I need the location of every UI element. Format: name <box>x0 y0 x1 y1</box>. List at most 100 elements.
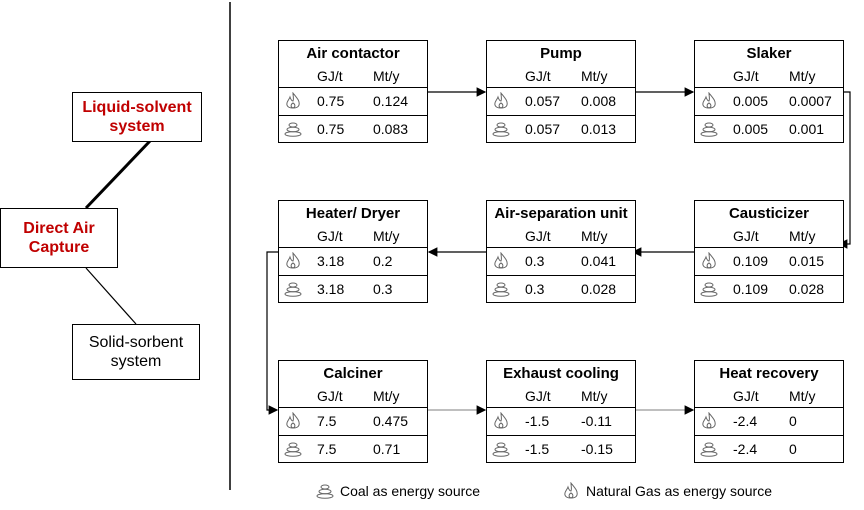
energy: 0.005 <box>733 121 769 137</box>
energy: -1.5 <box>525 441 550 457</box>
gas-row: 3.18 0.2 <box>279 248 427 276</box>
process-title: Air-separation unit <box>494 205 628 222</box>
energy: 0.3 <box>525 281 545 297</box>
process-title: Causticizer <box>728 205 810 222</box>
header-row: GJ/t Mt/y <box>487 65 635 88</box>
coal-row: 7.5 0.71 <box>279 436 427 463</box>
tree-node: Solid-sorbent system <box>72 324 200 380</box>
gas-row: 0.75 0.124 <box>279 88 427 116</box>
coal-row: 0.057 0.013 <box>487 116 635 143</box>
unit: GJ/t <box>525 388 551 404</box>
energy: 0.057 <box>525 121 561 137</box>
emission: 0.013 <box>581 121 617 137</box>
emission: 0.3 <box>373 281 393 297</box>
unit: Mt/y <box>789 68 816 84</box>
coal-icon <box>284 442 302 457</box>
header-row: GJ/t Mt/y <box>695 225 843 248</box>
gas-row: 0.057 0.008 <box>487 88 635 116</box>
gas-icon <box>702 92 716 109</box>
legend-item: Coal as energy source <box>316 483 480 499</box>
energy: 7.5 <box>317 413 337 429</box>
unit: Mt/y <box>373 68 400 84</box>
emission: 0.015 <box>789 253 825 269</box>
unit: GJ/t <box>525 68 551 84</box>
energy: 3.18 <box>317 253 345 269</box>
unit: Mt/y <box>373 388 400 404</box>
unit: Mt/y <box>789 228 816 244</box>
unit: Mt/y <box>373 228 400 244</box>
emission: 0.041 <box>581 253 617 269</box>
coal-row: -1.5 -0.15 <box>487 436 635 463</box>
unit: GJ/t <box>733 228 759 244</box>
coal-row: 0.109 0.028 <box>695 276 843 303</box>
tree-link <box>85 267 137 325</box>
gas-row: 0.3 0.041 <box>487 248 635 276</box>
energy: -2.4 <box>733 413 758 429</box>
header-row: GJ/t Mt/y <box>487 385 635 408</box>
gas-icon <box>286 412 300 429</box>
gas-row: 0.005 0.0007 <box>695 88 843 116</box>
coal-row: 3.18 0.3 <box>279 276 427 303</box>
energy: 0.75 <box>317 121 345 137</box>
process-title: Air contactor <box>306 45 400 62</box>
coal-icon <box>700 122 718 137</box>
gas-row: -1.5 -0.11 <box>487 408 635 436</box>
emission: 0.0007 <box>789 93 832 109</box>
unit: GJ/t <box>317 388 343 404</box>
coal-icon <box>316 484 334 499</box>
flow-arrows <box>266 87 851 415</box>
gas-icon <box>702 252 716 269</box>
coal-row: 0.3 0.028 <box>487 276 635 303</box>
gas-icon <box>564 482 578 499</box>
tree-link <box>84 139 152 210</box>
coal-icon <box>284 282 302 297</box>
unit: Mt/y <box>789 388 816 404</box>
energy: 3.18 <box>317 281 345 297</box>
gas-icon <box>494 92 508 109</box>
coal-icon <box>492 122 510 137</box>
coal-icon <box>492 442 510 457</box>
emission: 0 <box>789 441 797 457</box>
legend-item: Natural Gas as energy source <box>562 482 772 500</box>
process-box: Pump GJ/t Mt/y 0.057 0.008 0.057 0.013 <box>486 40 636 143</box>
process-title: Slaker <box>746 45 792 62</box>
header-row: GJ/t Mt/y <box>695 385 843 408</box>
gas-icon <box>286 252 300 269</box>
header-row: GJ/t Mt/y <box>279 65 427 88</box>
gas-icon <box>494 412 508 429</box>
gas-row: 7.5 0.475 <box>279 408 427 436</box>
header-row: GJ/t Mt/y <box>487 225 635 248</box>
energy: 0.3 <box>525 253 545 269</box>
gas-row: 0.109 0.015 <box>695 248 843 276</box>
unit: Mt/y <box>581 388 608 404</box>
process-box: Heat recovery GJ/t Mt/y -2.4 0 -2.4 0 <box>694 360 844 463</box>
coal-row: -2.4 0 <box>695 436 843 463</box>
unit: GJ/t <box>317 228 343 244</box>
coal-icon <box>700 282 718 297</box>
gas-icon <box>494 252 508 269</box>
coal-icon <box>492 282 510 297</box>
process-box: Heater/ Dryer GJ/t Mt/y 3.18 0.2 3.18 0.3 <box>278 200 428 303</box>
emission: 0.028 <box>581 281 617 297</box>
process-title: Exhaust cooling <box>503 365 619 382</box>
emission: 0.475 <box>373 413 409 429</box>
process-box: Causticizer GJ/t Mt/y 0.109 0.015 0.109 0.028 <box>694 200 844 303</box>
energy: -2.4 <box>733 441 758 457</box>
process-box: Exhaust cooling GJ/t Mt/y -1.5 -0.11 -1.5 -0.1… <box>486 360 636 463</box>
emission: -0.11 <box>581 413 612 429</box>
energy: 7.5 <box>317 441 337 457</box>
gas-icon <box>286 92 300 109</box>
emission: 0.008 <box>581 93 617 109</box>
energy: 0.057 <box>525 93 561 109</box>
unit: GJ/t <box>525 228 551 244</box>
process-title: Pump <box>540 45 582 62</box>
emission: 0.001 <box>789 121 825 137</box>
process-box: Slaker GJ/t Mt/y 0.005 0.0007 0.005 0.001 <box>694 40 844 143</box>
process-title: Heat recovery <box>719 365 819 382</box>
header-row: GJ/t Mt/y <box>279 225 427 248</box>
unit: GJ/t <box>733 68 759 84</box>
energy: 0.109 <box>733 281 769 297</box>
emission: 0.083 <box>373 121 409 137</box>
